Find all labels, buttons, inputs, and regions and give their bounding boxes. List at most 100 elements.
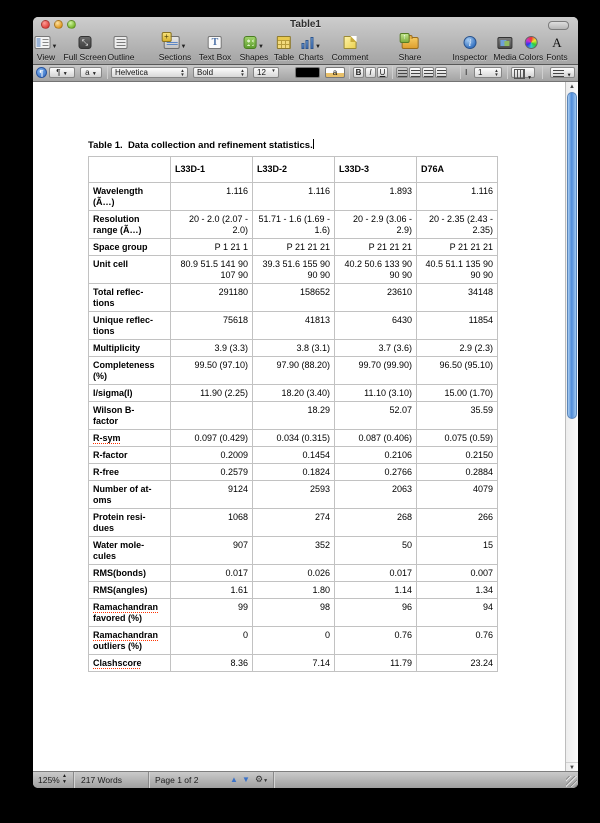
value-cell[interactable]: 0.097 (0.429) <box>170 429 253 447</box>
toolbar-comment[interactable]: Comment <box>332 34 368 62</box>
row-label-cell[interactable]: RMS(angles) <box>88 581 171 599</box>
scroll-up-arrow[interactable]: ▲ <box>569 84 575 90</box>
row-label-cell[interactable]: Ramachandran outliers (%) <box>88 626 171 655</box>
value-cell[interactable]: 3.9 (3.3) <box>170 339 253 357</box>
toolbar-inspector[interactable]: i Inspector <box>452 36 488 62</box>
value-cell[interactable]: 51.71 - 1.6 (1.69 - 1.6) <box>252 210 335 239</box>
value-cell[interactable]: 3.7 (3.6) <box>334 339 417 357</box>
value-cell[interactable]: 39.3 51.6 155 90 90 90 <box>252 255 335 284</box>
underline-button[interactable]: U <box>377 67 388 78</box>
value-cell[interactable]: 0.075 (0.59) <box>416 429 498 447</box>
align-right-button[interactable] <box>422 67 434 78</box>
align-justify-button[interactable] <box>435 67 447 78</box>
value-cell[interactable]: 7.14 <box>252 654 335 672</box>
row-label-cell[interactable]: Resolution range (Ã…) <box>88 210 171 239</box>
align-center-button[interactable] <box>409 67 421 78</box>
row-label-cell[interactable]: Protein resi-dues <box>88 508 171 537</box>
row-label-cell[interactable]: Space group <box>88 238 171 256</box>
value-cell[interactable]: 0.76 <box>334 626 417 655</box>
value-cell[interactable]: 274 <box>252 508 335 537</box>
value-cell[interactable]: 0.2884 <box>416 463 498 481</box>
bold-button[interactable]: B <box>353 67 364 78</box>
value-cell[interactable]: 15.00 (1.70) <box>416 384 498 402</box>
value-cell[interactable]: 6430 <box>334 311 417 340</box>
close-button[interactable] <box>41 20 50 29</box>
row-label-cell[interactable]: Clashscore <box>88 654 171 672</box>
value-cell[interactable]: 18.29 <box>252 401 335 430</box>
value-cell[interactable]: 80.9 51.5 141 90 107 90 <box>170 255 253 284</box>
value-cell[interactable]: 268 <box>334 508 417 537</box>
value-cell[interactable]: 11.10 (3.10) <box>334 384 417 402</box>
value-cell[interactable]: P 1 21 1 <box>170 238 253 256</box>
row-label-cell[interactable]: Wavelength (Ã…) <box>88 182 171 211</box>
columns-dropdown[interactable]: ▼ <box>511 67 535 81</box>
typeface-select[interactable]: Bold ▲ ▼ <box>193 67 248 78</box>
value-cell[interactable]: 11854 <box>416 311 498 340</box>
value-cell[interactable]: 3.8 (3.1) <box>252 339 335 357</box>
next-page-button[interactable]: ▼ <box>242 775 250 784</box>
value-cell[interactable]: 99 <box>170 598 253 627</box>
zoom-level[interactable]: 125% <box>38 775 60 785</box>
value-cell[interactable]: 15 <box>416 536 498 565</box>
value-cell[interactable]: 1.80 <box>252 581 335 599</box>
value-cell[interactable]: 0.1824 <box>252 463 335 481</box>
value-cell[interactable]: 1068 <box>170 508 253 537</box>
row-label-cell[interactable]: Multiplicity <box>88 339 171 357</box>
value-cell[interactable]: 0.007 <box>416 564 498 582</box>
value-cell[interactable]: 0.1454 <box>252 446 335 464</box>
row-label-cell[interactable]: R-free <box>88 463 171 481</box>
value-cell[interactable]: 35.59 <box>416 401 498 430</box>
value-cell[interactable]: 2063 <box>334 480 417 509</box>
value-cell[interactable]: P 21 21 21 <box>416 238 498 256</box>
value-cell[interactable]: 1.116 <box>252 182 335 211</box>
font-family-select[interactable]: Helvetica ▲ ▼ <box>111 67 188 78</box>
list-style-dropdown[interactable]: ▼ <box>550 67 575 79</box>
value-cell[interactable]: 96 <box>334 598 417 627</box>
value-cell[interactable]: 9124 <box>170 480 253 509</box>
resize-grip[interactable] <box>566 776 577 787</box>
toolbar-fonts[interactable]: A Fonts <box>546 35 568 62</box>
value-cell[interactable]: 0.017 <box>334 564 417 582</box>
value-cell[interactable]: 23.24 <box>416 654 498 672</box>
row-label-cell[interactable]: I/sigma(I) <box>88 384 171 402</box>
value-cell[interactable]: 0.017 <box>170 564 253 582</box>
column-header[interactable]: L33D-3 <box>334 156 417 183</box>
row-label-cell[interactable]: Number of at-oms <box>88 480 171 509</box>
value-cell[interactable]: 18.20 (3.40) <box>252 384 335 402</box>
value-cell[interactable]: 0.76 <box>416 626 498 655</box>
toolbar-toggle-pill[interactable] <box>548 21 569 30</box>
scroll-down-arrow[interactable]: ▼ <box>566 762 578 773</box>
value-cell[interactable]: 34148 <box>416 283 498 312</box>
value-cell[interactable]: 1.34 <box>416 581 498 599</box>
row-label-cell[interactable]: Wilson B-factor <box>88 401 171 430</box>
value-cell[interactable]: 1.893 <box>334 182 417 211</box>
font-size-select[interactable]: 12 ▼ <box>253 67 279 78</box>
highlight-color-well[interactable]: a <box>325 67 345 78</box>
value-cell[interactable]: 0.2579 <box>170 463 253 481</box>
value-cell[interactable]: 41813 <box>252 311 335 340</box>
value-cell[interactable]: 11.79 <box>334 654 417 672</box>
row-label-cell[interactable]: Total reflec-tions <box>88 283 171 312</box>
value-cell[interactable]: 94 <box>416 598 498 627</box>
value-cell[interactable]: 1.61 <box>170 581 253 599</box>
align-left-button[interactable] <box>396 67 408 78</box>
column-header[interactable]: L33D-2 <box>252 156 335 183</box>
value-cell[interactable]: 0.026 <box>252 564 335 582</box>
toolbar-colors[interactable]: Colors <box>519 34 543 62</box>
value-cell[interactable]: 4079 <box>416 480 498 509</box>
value-cell[interactable]: 11.90 (2.25) <box>170 384 253 402</box>
value-cell[interactable]: 291180 <box>170 283 253 312</box>
gear-menu[interactable]: ⚙▼ <box>255 774 269 784</box>
toolbar-outline[interactable]: Outline <box>108 34 134 62</box>
value-cell[interactable]: 98 <box>252 598 335 627</box>
value-cell[interactable]: 1.116 <box>416 182 498 211</box>
toolbar-share[interactable]: Share <box>399 32 421 62</box>
column-header[interactable]: D76A <box>416 156 498 183</box>
value-cell[interactable]: 96.50 (95.10) <box>416 356 498 385</box>
zoom-stepper[interactable]: ▲ ▼ <box>62 773 67 785</box>
row-label-cell[interactable]: RMS(bonds) <box>88 564 171 582</box>
paragraph-style-dropdown[interactable]: ¶ ▼ <box>49 67 75 78</box>
value-cell[interactable]: 158652 <box>252 283 335 312</box>
column-header[interactable] <box>88 156 171 183</box>
value-cell[interactable]: 99.50 (97.10) <box>170 356 253 385</box>
